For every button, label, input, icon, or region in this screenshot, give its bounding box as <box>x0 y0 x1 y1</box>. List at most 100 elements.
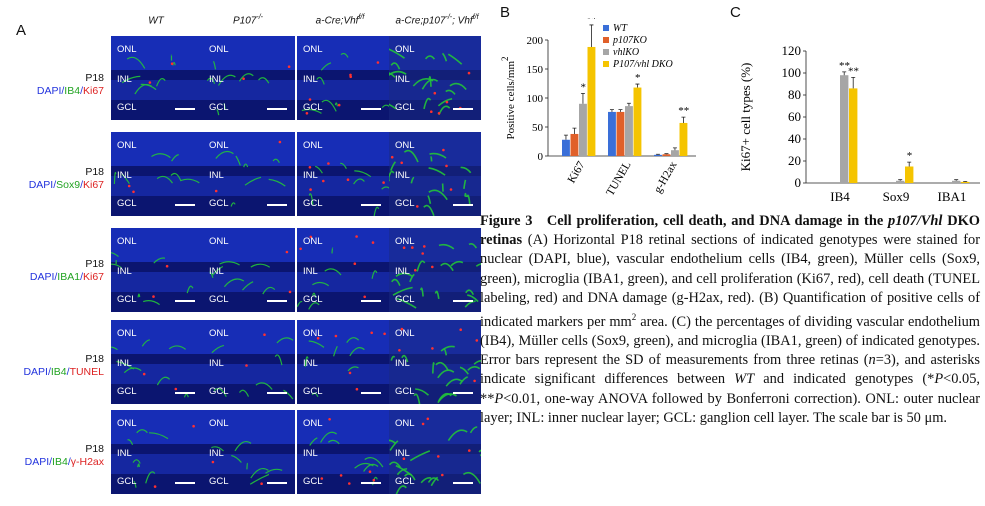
scale-bar <box>267 108 287 110</box>
micrograph-r3-c4: ONL INL GCL <box>389 228 481 312</box>
scale-bar <box>361 482 381 484</box>
row-label-ib4-tunel: P18 DAPI/IB4/TUNEL <box>23 353 104 378</box>
scale-bar <box>175 392 195 394</box>
legend-swatch <box>603 49 609 55</box>
micrograph-r2-c1: ONL INL GCL <box>111 132 203 216</box>
inl-label: INL <box>395 448 410 459</box>
error-bar <box>635 83 640 88</box>
error-bar <box>609 109 614 112</box>
error-bar <box>898 179 903 181</box>
panel-b-label: B <box>500 4 511 21</box>
gcl-label: GCL <box>209 294 229 305</box>
panel-a-label: A <box>16 22 27 39</box>
col-header-p107: P107-/- <box>233 14 263 27</box>
micrograph-texture <box>297 228 389 312</box>
legend-label: WT <box>613 23 628 34</box>
micrograph-texture <box>389 410 481 494</box>
bar-p107vhldko-sox9 <box>905 166 914 183</box>
onl-label: ONL <box>303 236 323 247</box>
inl-label: INL <box>117 74 132 85</box>
error-bar <box>618 109 623 112</box>
scale-bar <box>175 482 195 484</box>
y-tick-label: 0 <box>795 175 802 190</box>
row-label-iba1-ki67: P18 DAPI/IBA1/Ki67 <box>29 258 104 283</box>
gcl-label: GCL <box>209 386 229 397</box>
gcl-label: GCL <box>117 476 137 487</box>
onl-label: ONL <box>117 44 137 55</box>
gcl-label: GCL <box>209 198 229 209</box>
row-label-sox9-ki67: P18 DAPI/Sox9/Ki67 <box>28 166 104 191</box>
micrograph-r4-c2: ONL INL GCL <box>203 320 295 404</box>
error-bar <box>572 127 577 134</box>
bar-p107vhldko-tunel <box>633 87 642 156</box>
legend-swatch <box>603 37 609 43</box>
row-label-ib4-ki67: P18 DAPI/IB4/Ki67 <box>36 72 104 97</box>
error-bar <box>681 116 686 123</box>
bar-p107vhldko-gh2ax <box>679 122 688 156</box>
inl-label: INL <box>303 358 318 369</box>
legend-label: P107/vhl DKO <box>612 59 673 70</box>
bar-p107ko-gh2ax <box>662 154 671 156</box>
gcl-label: GCL <box>395 386 415 397</box>
micrograph-texture <box>203 228 295 312</box>
inl-label: INL <box>117 358 132 369</box>
scale-bar <box>361 300 381 302</box>
onl-label: ONL <box>117 328 137 339</box>
onl-label: ONL <box>395 418 415 429</box>
significance-mark: ** <box>848 65 859 77</box>
panel-c-label: C <box>730 4 741 21</box>
micrograph-r3-c2: ONL INL GCL <box>203 228 295 312</box>
gcl-label: GCL <box>395 476 415 487</box>
inl-label: INL <box>303 74 318 85</box>
y-tick-label: 0 <box>538 151 544 163</box>
figure-title: Cell proliferation, cell death, and DNA … <box>546 213 889 229</box>
onl-label: ONL <box>209 236 229 247</box>
onl-label: ONL <box>395 328 415 339</box>
y-tick-label: 20 <box>788 153 801 168</box>
bar-vhlko-ib4 <box>840 75 849 183</box>
bar-p107ko-tunel <box>616 111 625 156</box>
micrograph-r5-c4: ONL INL GCL <box>389 410 481 494</box>
y-axis-label: Ki67+ cell types (%) <box>738 63 753 172</box>
bar-wt-ki67 <box>562 139 570 156</box>
onl-label: ONL <box>303 328 323 339</box>
significance-mark: ** <box>839 60 850 72</box>
micrograph-r4-c3: ONL INL GCL <box>297 320 389 404</box>
gcl-label: GCL <box>395 102 415 113</box>
micrograph-r3-c1: ONL INL GCL <box>111 228 203 312</box>
error-bar <box>655 153 660 155</box>
micrograph-r4-c4: ONL INL GCL <box>389 320 481 404</box>
gcl-label: GCL <box>303 386 323 397</box>
legend-swatch <box>603 61 609 67</box>
scale-bar <box>267 204 287 206</box>
onl-label: ONL <box>395 140 415 151</box>
onl-label: ONL <box>209 418 229 429</box>
micrograph-texture <box>389 36 481 120</box>
col-header-acre-vhl: a-Cre;Vhff/f <box>315 14 365 27</box>
inl-label: INL <box>117 266 132 277</box>
scale-bar <box>175 204 195 206</box>
onl-label: ONL <box>395 44 415 55</box>
scale-bar <box>361 108 381 110</box>
onl-label: ONL <box>395 236 415 247</box>
error-bar <box>580 92 585 104</box>
micrograph-r1-c3: ONL INL GCL <box>297 36 389 120</box>
micrograph-texture <box>111 228 203 312</box>
micrograph-texture <box>297 36 389 120</box>
gcl-label: GCL <box>117 294 137 305</box>
significance-mark: ** <box>586 18 597 25</box>
gcl-label: GCL <box>209 476 229 487</box>
micrograph-r3-c3: ONL INL GCL <box>297 228 389 312</box>
y-tick-label: 60 <box>788 109 801 124</box>
micrograph-r5-c3: ONL INL GCL <box>297 410 389 494</box>
col-header-dko: a-Cre;p107-/-; Vhff/f <box>395 14 479 27</box>
error-bar <box>664 153 669 155</box>
onl-label: ONL <box>117 140 137 151</box>
gcl-label: GCL <box>209 102 229 113</box>
bar-p107vhldko-iba1 <box>961 181 970 183</box>
micrograph-texture <box>389 132 481 216</box>
micrograph-texture <box>203 410 295 494</box>
col-header-wt: WT <box>148 15 164 27</box>
scale-bar <box>267 482 287 484</box>
error-bar <box>851 77 856 89</box>
